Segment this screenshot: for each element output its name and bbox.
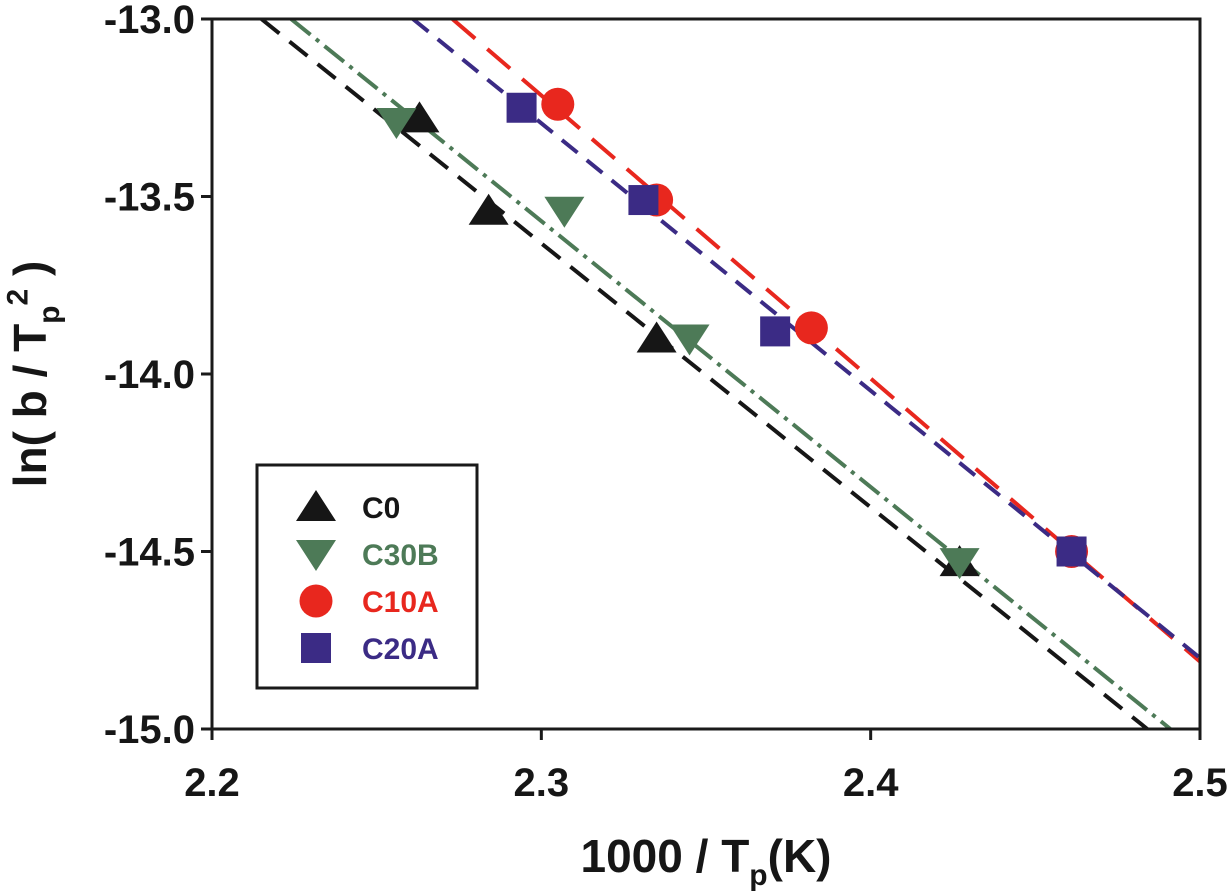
fit-line-c10a [451,17,1202,664]
axis-title-part: 2 [2,289,35,306]
y-tick-label--14.0: -14.0 [104,353,195,397]
legend-label-c10a: C10A [362,586,439,619]
y-tick-label--14.5: -14.5 [104,531,195,575]
x-tick-label-2.3: 2.3 [514,761,570,805]
data-point-c30b-3 [669,324,710,356]
data-point-c0-3 [636,321,677,353]
fit-line-c0 [260,17,1149,731]
legend-label-c0: C0 [362,492,400,525]
legend-marker-c10a [299,584,333,618]
legend-marker-c20a [301,633,331,663]
data-point-c20a-4 [1056,536,1087,567]
legend-box [255,463,479,690]
axis-title-part: 1000 / T [581,830,750,882]
legend-label-c30b: C30B [362,539,439,572]
fit-line-c30b [289,17,1172,731]
x-tick-label-2.4: 2.4 [843,761,899,805]
data-point-c10a-3 [794,311,828,345]
y-tick-label--15.0: -15.0 [104,708,195,752]
data-point-c30b-1 [376,107,417,139]
data-point-c10a-1 [541,87,575,121]
data-point-c30b-2 [544,196,585,228]
y-tick-label--13.5: -13.5 [104,176,195,220]
data-point-c0-2 [468,193,509,225]
legend-marker-c30b [296,540,336,571]
axis-title-part: ln( b / T [4,324,56,488]
x-tick-label-2.2: 2.2 [184,761,240,805]
y-tick-label--13.0: -13.0 [104,0,195,42]
legend-marker-c0 [296,490,336,521]
axis-title-part: (K) [768,830,832,882]
x-axis-title: 1000 / Tp(K) [581,830,832,892]
data-point-c30b-4 [939,548,980,580]
data-point-c0-1 [399,101,440,133]
legend-label-c20a: C20A [362,633,439,666]
x-tick-label-2.5: 2.5 [1172,761,1228,805]
y-axis-title: ln( b / Tp2 ) [2,261,66,488]
axis-title-part: p [749,859,767,892]
axis-title-part: p [33,305,66,323]
data-point-c20a-3 [760,316,791,347]
data-point-c20a-1 [506,92,537,123]
axis-title-part: ) [4,261,56,289]
data-point-c20a-2 [628,185,659,216]
